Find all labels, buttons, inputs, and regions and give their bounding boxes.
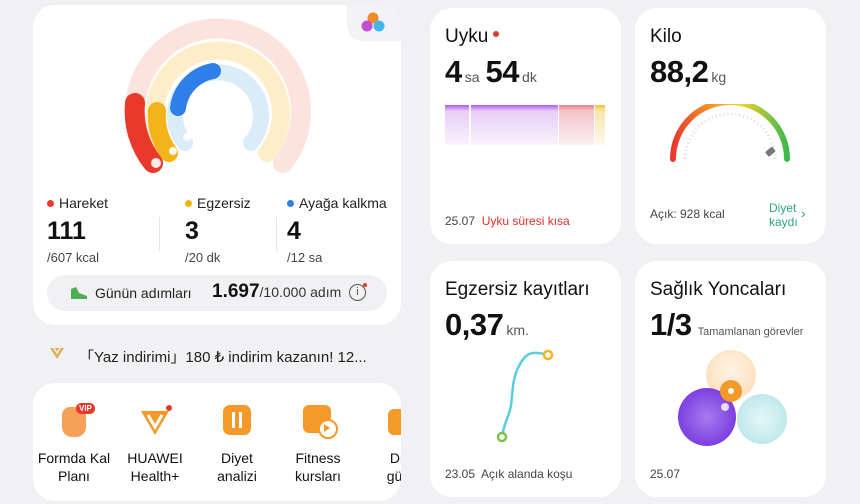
weight-title: Kilo bbox=[650, 26, 682, 47]
app-huawei-health-plus[interactable]: HUAWEI Health+ bbox=[110, 403, 200, 485]
shoe-icon bbox=[71, 287, 87, 299]
clover-leaf-right bbox=[737, 394, 787, 444]
move-stat: Hareket 111 /607 kcal bbox=[47, 195, 109, 265]
health-plus-icon bbox=[137, 403, 173, 439]
weight-card[interactable]: Kilo 88,2 kg Açık: 928 kcal Diyet kaydı › bbox=[635, 8, 826, 244]
move-dot bbox=[47, 200, 54, 208]
diet-log-link[interactable]: Diyet kaydı bbox=[769, 201, 798, 229]
divider bbox=[276, 217, 277, 251]
notification-dot bbox=[363, 283, 367, 287]
activity-rings-card[interactable]: Hareket 111 /607 kcal Egzersiz 3 /20 dk … bbox=[33, 5, 401, 325]
exercise-footer: 23.05 Açık alanda koşu bbox=[445, 467, 573, 481]
bmi-gauge bbox=[670, 104, 790, 162]
stand-ring bbox=[170, 63, 221, 116]
exercise-ring bbox=[147, 102, 178, 162]
clover-leaf-top bbox=[706, 350, 756, 400]
steps-label: Günün adımları bbox=[95, 285, 192, 301]
cutlery-icon bbox=[219, 403, 255, 439]
diet-diary-icon bbox=[382, 403, 401, 439]
video-course-icon bbox=[300, 403, 338, 439]
clover-progress: 1/3 Tamamlanan görevler bbox=[650, 307, 804, 342]
divider bbox=[159, 217, 160, 251]
fitness-plan-icon: VIP bbox=[56, 403, 95, 439]
sleep-title: Uyku bbox=[445, 26, 504, 48]
sleep-stages-chart bbox=[445, 105, 605, 145]
route-map bbox=[496, 349, 554, 443]
app-fitness-kurslari[interactable]: Fitness kursları bbox=[273, 403, 363, 485]
exercise-distance: 0,37 km. bbox=[445, 307, 529, 342]
promo-text: 「Yaz indirimi」180 ₺ indirim kazanın! 12.… bbox=[79, 349, 367, 366]
route-start-marker bbox=[496, 431, 508, 443]
sleep-footer: 25.07 Uyku süresi kısa bbox=[445, 214, 570, 228]
clover-leaf-left bbox=[678, 388, 736, 446]
health-clover-card[interactable]: Sağlık Yoncaları 1/3 Tamamlanan görevler … bbox=[635, 261, 826, 497]
flame-icon bbox=[151, 158, 161, 168]
app-diyet-analizi[interactable]: Diyet analizi bbox=[192, 403, 282, 485]
vip-badge: VIP bbox=[76, 403, 95, 414]
sleep-duration: 4 sa 54 dk bbox=[445, 54, 537, 89]
sleep-card[interactable]: Uyku 4 sa 54 dk 25.07 Uyku süresi kısa bbox=[430, 8, 621, 244]
info-icon[interactable]: i bbox=[349, 284, 366, 301]
clover-title: Sağlık Yoncaları bbox=[650, 279, 787, 300]
stand-icon bbox=[183, 133, 191, 141]
promo-banner[interactable]: 「Yaz indirimi」180 ₺ indirim kazanın! 12.… bbox=[33, 338, 401, 372]
clover-moon-icon bbox=[721, 403, 729, 411]
gauge-needle bbox=[765, 146, 776, 157]
chevron-right-icon[interactable]: › bbox=[801, 205, 806, 221]
steps-count: 1.697/10.000 adım bbox=[212, 281, 342, 302]
runner-icon bbox=[169, 147, 177, 155]
app-formda-kal[interactable]: VIP Formda Kal Planı bbox=[37, 403, 111, 484]
app-diyet-gunlugu[interactable]: Diygünl bbox=[355, 403, 401, 485]
clover-date: 25.07 bbox=[650, 467, 681, 481]
activity-rings[interactable] bbox=[123, 13, 313, 188]
vip-diamond-icon bbox=[50, 347, 64, 359]
exercise-log-card[interactable]: Egzersiz kayıtları 0,37 km. 23.05 Açık al… bbox=[430, 261, 621, 497]
exercise-log-title: Egzersiz kayıtları bbox=[445, 279, 590, 300]
exercise-stat: Egzersiz 3 /20 dk bbox=[185, 195, 251, 265]
route-end-marker bbox=[542, 349, 554, 361]
weight-value: 88,2 kg bbox=[650, 54, 727, 89]
steps-pill[interactable]: Günün adımları 1.697/10.000 adım i bbox=[47, 275, 387, 311]
calorie-deficit: Açık: 928 kcal bbox=[650, 207, 725, 221]
palette-icon bbox=[361, 12, 385, 32]
stand-stat: Ayağa kalkma 4 /12 sa bbox=[287, 195, 387, 265]
apps-card: VIP Formda Kal Planı HUAWEI Health+ Diyet a… bbox=[33, 383, 401, 501]
move-ring bbox=[124, 93, 163, 173]
app-palette-icon[interactable] bbox=[347, 5, 401, 41]
clover-graphic bbox=[678, 350, 787, 446]
